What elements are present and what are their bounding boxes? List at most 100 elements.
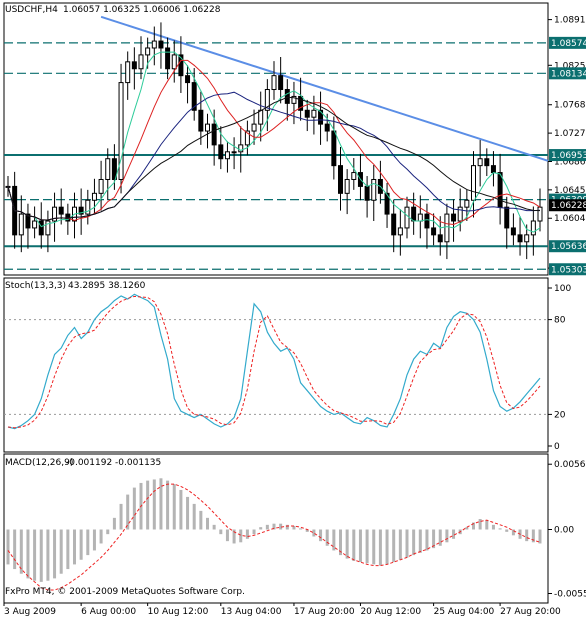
candle-body <box>311 109 317 118</box>
candle-body <box>364 185 370 201</box>
macd-bar <box>166 480 170 530</box>
time-tick-label: 17 Aug 20:00 <box>294 607 355 617</box>
ma-fast-line <box>7 51 541 233</box>
candle-body <box>138 54 144 70</box>
macd-bar <box>152 479 156 530</box>
ma-long-line <box>7 96 541 221</box>
macd-bar <box>272 523 276 530</box>
candle-body <box>444 213 450 243</box>
macd-bar <box>531 529 535 543</box>
level-price-box <box>549 67 586 80</box>
macd-bar <box>219 529 223 535</box>
price-tick-label: 1.07680 <box>554 101 586 111</box>
macd-bar <box>465 527 469 530</box>
macd-bar <box>59 529 63 574</box>
ma-mid-line <box>7 59 541 226</box>
level-price-box <box>549 36 586 49</box>
time-tick-label: 25 Aug 04:00 <box>434 607 495 617</box>
time-tick-label: 10 Aug 12:00 <box>148 607 209 617</box>
candle-body <box>178 54 184 77</box>
stoch-main-line <box>7 293 541 430</box>
stoch-panel-title: Stoch(13,3,3) <box>5 281 66 291</box>
price-tick-label: 1.06040 <box>554 214 586 224</box>
macd-bar <box>319 529 323 542</box>
candle-body <box>384 192 390 215</box>
candle-body <box>238 144 244 153</box>
macd-bar <box>505 529 509 532</box>
time-tick-label: 27 Aug 20:00 <box>500 607 561 617</box>
macd-bar <box>485 520 489 530</box>
candle-body <box>244 130 250 146</box>
level-price-box <box>549 149 586 162</box>
candle-body <box>18 213 24 236</box>
macd-bar <box>252 529 256 535</box>
candle-body <box>205 123 210 132</box>
macd-bar <box>398 529 402 560</box>
stochastic-panel <box>4 293 548 430</box>
price-tick-label: 1.06450 <box>554 186 586 196</box>
candle-body <box>484 158 490 167</box>
candle-body <box>417 213 423 222</box>
level-price-label: 1.08134 <box>551 69 586 79</box>
macd-bar <box>245 529 249 539</box>
macd-bar <box>119 503 123 530</box>
candle-body <box>258 109 264 125</box>
candle-body <box>457 206 463 222</box>
macd-bar <box>332 529 336 551</box>
candle-body <box>291 95 297 104</box>
candle-body <box>32 220 38 229</box>
stoch-tick-label: 0 <box>554 442 560 452</box>
candle-body <box>537 206 543 222</box>
candle-body <box>404 206 410 229</box>
candle-body <box>185 75 191 84</box>
macd-bar <box>106 529 110 535</box>
candle-body <box>52 206 58 222</box>
macd-bar <box>325 529 329 546</box>
candle-body <box>165 47 171 70</box>
macd-panel <box>6 478 542 591</box>
macd-bar <box>372 529 376 565</box>
macd-bar <box>6 529 10 565</box>
macd-panel-values: -0.001192 -0.001135 <box>66 458 161 468</box>
candle-body <box>284 89 290 104</box>
macd-bar <box>126 494 130 530</box>
candle-body <box>318 109 324 125</box>
candle-body <box>78 206 84 215</box>
level-price-label: 1.06953 <box>551 151 586 161</box>
time-tick-label: 3 Aug 2009 <box>4 607 56 617</box>
macd-bar <box>378 529 382 566</box>
candle-body <box>171 54 177 70</box>
trendline <box>100 15 549 162</box>
candle-body <box>125 61 131 84</box>
candle-body <box>231 151 237 154</box>
candle-body <box>424 213 430 229</box>
macd-bar <box>186 496 190 530</box>
macd-bar <box>19 529 23 574</box>
candle-body <box>58 206 64 215</box>
level-price-label: 1.08574 <box>551 39 586 49</box>
macd-bar <box>99 529 103 544</box>
macd-bar <box>305 529 309 532</box>
macd-bar <box>538 529 542 544</box>
candle-body <box>145 47 151 56</box>
macd-bar <box>405 529 409 558</box>
macd-bar <box>339 529 342 556</box>
candle-body <box>298 95 304 111</box>
price-tick-label: 1.06860 <box>554 157 586 167</box>
axes: 1.08910 1.08250 1.07680 1.07270 1.06860 1.064… <box>3 16 586 617</box>
candle-body <box>85 199 91 215</box>
candle-body <box>111 158 117 180</box>
macd-bar <box>511 529 515 536</box>
candle-body <box>510 227 516 236</box>
stoch-tick-label: 20 <box>554 410 566 420</box>
macd-bar <box>239 529 243 543</box>
macd-bar <box>46 529 50 581</box>
macd-bar <box>259 527 263 530</box>
candle-body <box>411 206 417 222</box>
level-price-box <box>549 240 586 253</box>
macd-bar <box>438 529 442 546</box>
candle-body <box>118 82 124 180</box>
macd-bar <box>73 529 76 565</box>
price-tick-label: 1.08250 <box>554 61 586 71</box>
